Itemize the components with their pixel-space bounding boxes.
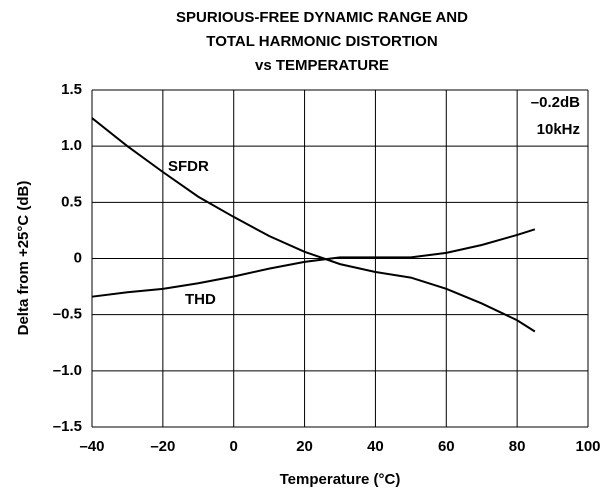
- x-tick-label: 80: [509, 438, 526, 455]
- annotation: –0.2dB: [531, 94, 580, 111]
- chart-title: vs TEMPERATURE: [255, 57, 389, 74]
- x-tick-label: 0: [230, 438, 238, 455]
- x-axis-label: Temperature (°C): [280, 471, 401, 488]
- y-tick-label: 0: [74, 249, 82, 266]
- x-tick-label: –20: [150, 438, 175, 455]
- x-tick-label: 40: [367, 438, 384, 455]
- line: [91, 228, 536, 298]
- y-tick-label: 1.0: [61, 137, 82, 154]
- y-axis-label: Delta from +25°C (dB): [15, 181, 32, 336]
- x-tick-label: 20: [296, 438, 313, 455]
- x-tick-label: 60: [438, 438, 455, 455]
- series-label: SFDR: [168, 158, 209, 175]
- x-tick-label: –40: [79, 438, 104, 455]
- y-tick-label: 0.5: [61, 193, 82, 210]
- chart-title: SPURIOUS-FREE DYNAMIC RANGE AND: [176, 9, 468, 26]
- annotation: 10kHz: [537, 121, 580, 138]
- chart-title: TOTAL HARMONIC DISTORTION: [206, 33, 437, 50]
- series-label: THD: [185, 291, 216, 308]
- y-tick-label: 1.5: [61, 81, 82, 98]
- y-tick-label: –0.5: [53, 306, 82, 323]
- x-tick-label: 100: [575, 438, 600, 455]
- y-tick-label: –1.0: [53, 362, 82, 379]
- y-tick-label: –1.5: [53, 418, 82, 435]
- line: [91, 117, 536, 333]
